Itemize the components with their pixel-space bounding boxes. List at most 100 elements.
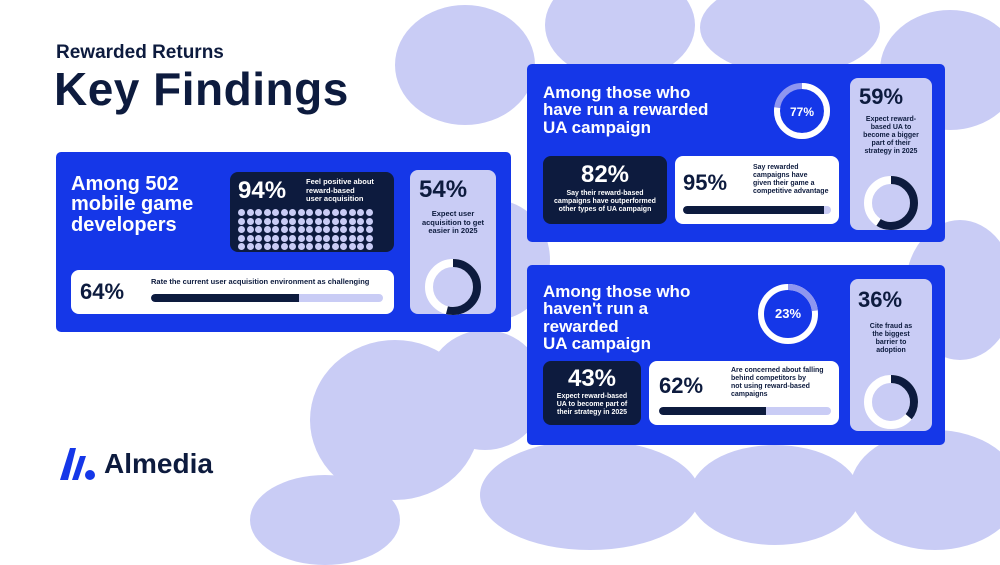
stat-label-line: Are concerned about falling bbox=[731, 367, 824, 374]
stat-value: 94% bbox=[238, 177, 287, 204]
stat-label: Expect reward-based UA to become part of… bbox=[543, 393, 641, 417]
dot-matrix bbox=[238, 209, 373, 250]
matrix-dot bbox=[323, 243, 330, 250]
matrix-dot bbox=[306, 209, 313, 216]
matrix-dot bbox=[331, 243, 339, 250]
matrix-dot bbox=[323, 209, 330, 216]
matrix-dot bbox=[297, 209, 305, 216]
background-blob bbox=[250, 475, 400, 565]
stat-label-line: the biggest bbox=[872, 331, 910, 339]
matrix-dot bbox=[289, 217, 296, 225]
matrix-dot bbox=[246, 234, 254, 242]
stat-label-line: barrier to bbox=[875, 339, 907, 347]
stat-label: Say rewarded campaigns have given their … bbox=[753, 164, 828, 196]
matrix-dot bbox=[357, 243, 364, 250]
panel-title-line: developers bbox=[71, 213, 177, 236]
matrix-dot bbox=[365, 243, 373, 250]
matrix-dot bbox=[297, 243, 305, 250]
matrix-dot bbox=[348, 226, 356, 233]
stat-value: 43% bbox=[567, 365, 617, 392]
stat-card-expect: 43% Expect reward-based UA to become par… bbox=[543, 361, 641, 425]
matrix-dot bbox=[289, 243, 296, 250]
matrix-dot bbox=[255, 243, 262, 250]
panel-title: Among those who haven't run a rewarded U… bbox=[543, 283, 690, 353]
matrix-dot bbox=[365, 209, 373, 216]
stat-label-line: campaigns have outperformed bbox=[554, 198, 656, 206]
stat-label: Rate the current user acquisition enviro… bbox=[151, 277, 370, 286]
donut-chart bbox=[425, 259, 481, 315]
matrix-dot bbox=[365, 226, 373, 233]
stat-label: Are concerned about falling behind compe… bbox=[731, 367, 824, 399]
matrix-dot bbox=[280, 209, 288, 216]
matrix-dot bbox=[272, 243, 279, 250]
panel-title-line: rewarded bbox=[543, 316, 619, 336]
stat-label-line: their strategy in 2025 bbox=[556, 409, 628, 417]
ring-value: 23% bbox=[774, 306, 802, 321]
matrix-dot bbox=[306, 226, 313, 233]
progress-bar bbox=[683, 206, 831, 214]
matrix-dot bbox=[348, 234, 356, 242]
panel-title-line: Among those who bbox=[543, 83, 691, 102]
stat-label: Feel positive about reward-based user ac… bbox=[306, 177, 374, 204]
panel-title-line: Among 502 bbox=[71, 173, 179, 195]
matrix-dot bbox=[306, 243, 313, 250]
matrix-dot bbox=[314, 226, 322, 233]
matrix-dot bbox=[357, 209, 364, 216]
donut-fill bbox=[425, 259, 481, 315]
stat-card-outperformed: 82% Say their reward-based campaigns hav… bbox=[543, 156, 667, 224]
matrix-dot bbox=[238, 226, 245, 233]
matrix-dot bbox=[357, 234, 364, 242]
matrix-dot bbox=[314, 217, 322, 225]
matrix-dot bbox=[340, 234, 347, 242]
donut-fill bbox=[864, 375, 918, 429]
stat-label-line: reward-based bbox=[306, 185, 355, 195]
stat-label-line: Say their reward-based bbox=[566, 190, 644, 197]
matrix-dot bbox=[280, 243, 288, 250]
background-blob bbox=[425, 330, 545, 450]
progress-fill bbox=[683, 206, 824, 214]
stat-label-line: become a bigger bbox=[863, 132, 919, 140]
stat-label-line: behind competitors by bbox=[731, 375, 807, 383]
matrix-dot bbox=[263, 217, 271, 225]
matrix-dot bbox=[365, 234, 373, 242]
progress-bar bbox=[151, 294, 383, 302]
stat-label-line: Expect user bbox=[431, 209, 475, 218]
stat-label: Say their reward-based campaigns have ou… bbox=[543, 190, 667, 214]
matrix-dot bbox=[246, 209, 254, 216]
stat-card-easier: 54% Expect user acquisition to get easie… bbox=[410, 170, 496, 315]
ring-chart bbox=[774, 83, 830, 139]
matrix-dot bbox=[314, 234, 322, 242]
background-blob bbox=[850, 430, 1000, 550]
stat-label: Expect reward- based UA to become a bigg… bbox=[850, 116, 932, 156]
matrix-dot bbox=[331, 234, 339, 242]
stat-label-line: Feel positive about bbox=[306, 177, 374, 186]
brand-logo: Almedia bbox=[56, 444, 213, 484]
matrix-dot bbox=[289, 209, 296, 216]
matrix-dot bbox=[340, 217, 347, 225]
stat-label: Cite fraud as the biggest barrier to ado… bbox=[850, 323, 932, 355]
stat-label-line: Expect reward- bbox=[865, 116, 917, 123]
stat-label-line: Say rewarded bbox=[753, 164, 799, 171]
matrix-dot bbox=[348, 209, 356, 216]
stat-card-positive: 94% Feel positive about reward-based use… bbox=[230, 172, 394, 252]
matrix-dot bbox=[255, 209, 262, 216]
matrix-dot bbox=[357, 217, 364, 225]
stat-label-line: campaigns have bbox=[753, 172, 808, 180]
almedia-logo-icon bbox=[60, 448, 95, 480]
matrix-dot bbox=[263, 243, 271, 250]
matrix-dot bbox=[289, 234, 296, 242]
ring-value: 77% bbox=[789, 105, 815, 119]
matrix-dot bbox=[340, 226, 347, 233]
matrix-dot bbox=[306, 217, 313, 225]
stat-value: 54% bbox=[419, 176, 468, 203]
background-blob bbox=[395, 5, 535, 125]
progress-bar bbox=[659, 407, 831, 415]
matrix-dot bbox=[365, 217, 373, 225]
matrix-dot bbox=[255, 234, 262, 242]
background-blob bbox=[690, 445, 860, 545]
matrix-dot bbox=[238, 209, 245, 216]
ring-fill bbox=[774, 83, 830, 139]
stat-label-line: easier in 2025 bbox=[428, 226, 478, 236]
donut-chart bbox=[864, 176, 918, 230]
matrix-dot bbox=[272, 217, 279, 225]
